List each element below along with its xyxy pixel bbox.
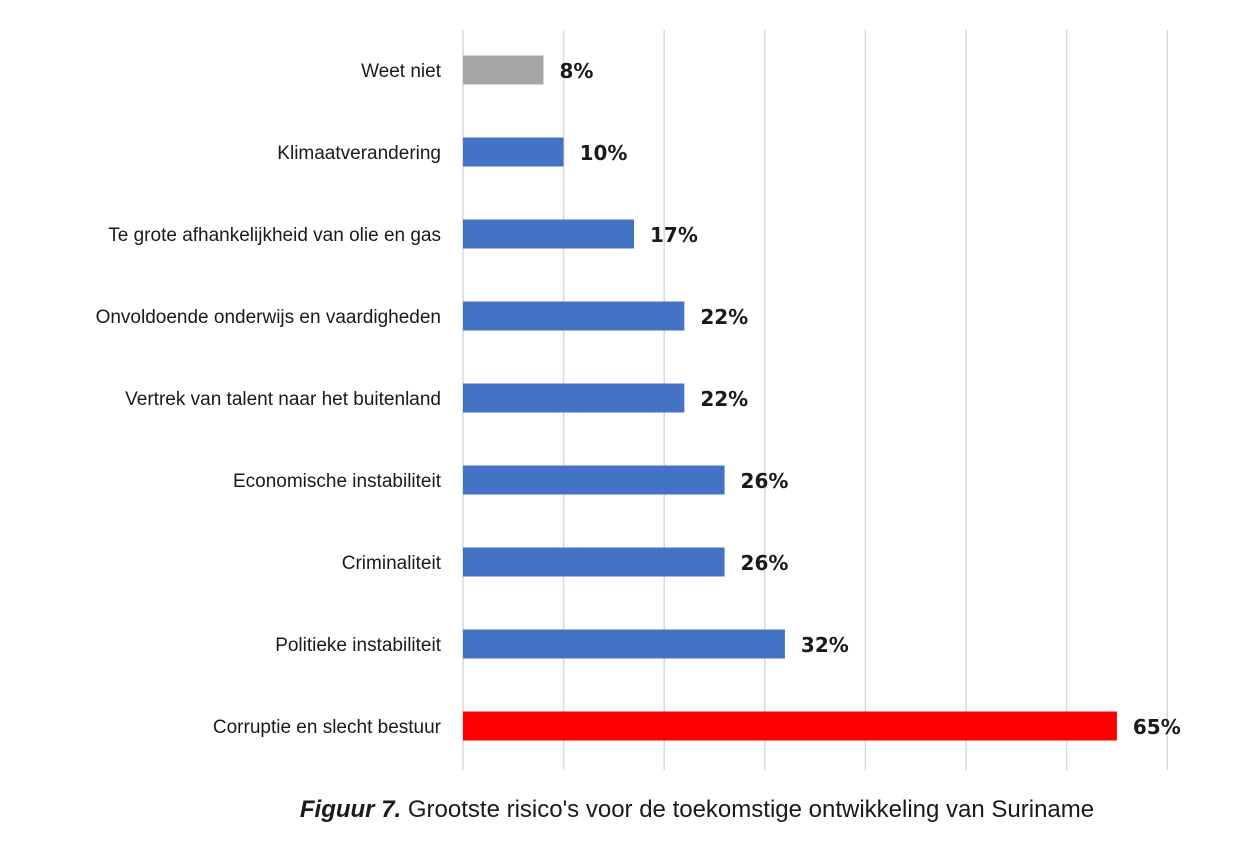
value-label: 10%: [580, 141, 628, 165]
figure-caption: Figuur 7. Grootste risico's voor de toek…: [0, 796, 1254, 824]
category-label: Economische instabiliteit: [233, 471, 442, 492]
category-label: Vertrek van talent naar het buitenland: [125, 389, 441, 410]
bar: [463, 711, 1117, 741]
category-label: Corruptie en slecht bestuur: [213, 717, 442, 738]
category-label: Criminaliteit: [342, 553, 442, 574]
category-label: Politieke instabiliteit: [275, 635, 442, 656]
value-label: 8%: [559, 59, 593, 83]
category-label: Klimaatverandering: [277, 143, 441, 164]
bar: [463, 219, 635, 249]
category-label: Te grote afhankelijkheid van olie en gas: [108, 225, 441, 246]
bar: [463, 547, 725, 577]
value-label: 32%: [801, 633, 849, 657]
bar: [463, 629, 785, 659]
bar: [463, 383, 685, 413]
bars: [463, 55, 1117, 741]
caption-text: Grootste risico's voor de toekomstige on…: [401, 796, 1095, 823]
value-label: 26%: [741, 469, 789, 493]
caption-prefix: Figuur 7.: [299, 796, 402, 823]
value-label: 22%: [700, 305, 748, 329]
value-label: 26%: [741, 551, 789, 575]
value-label: 65%: [1133, 715, 1181, 739]
value-label: 22%: [700, 387, 748, 411]
category-label: Weet niet: [361, 61, 442, 82]
category-label: Onvoldoende onderwijs en vaardigheden: [96, 307, 441, 328]
bar: [463, 301, 685, 331]
labels: Weet niet 8% Klimaatverandering 10% Te grote…: [96, 59, 1181, 739]
bar: [463, 137, 564, 167]
bar: [463, 465, 725, 495]
value-label: 17%: [650, 223, 698, 247]
bar: [463, 55, 544, 85]
